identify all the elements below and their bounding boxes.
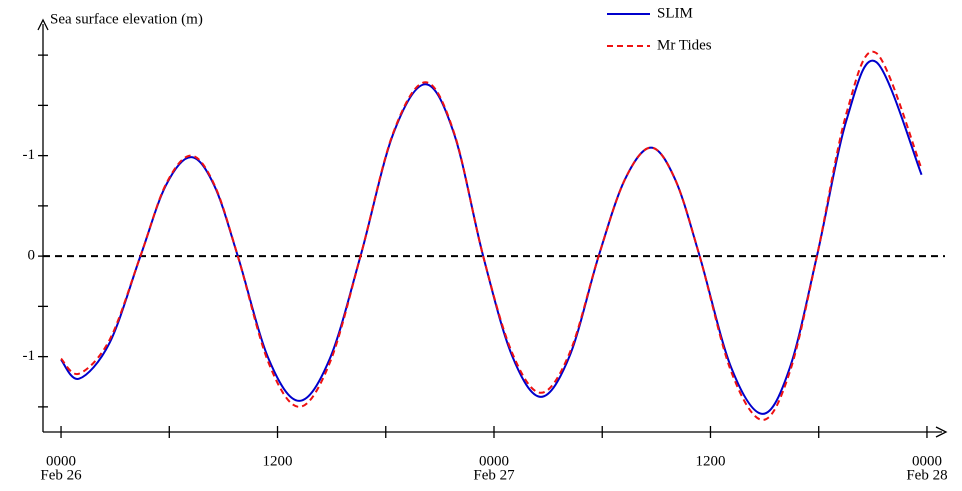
x-tick-date: Feb 28 xyxy=(906,467,947,483)
series-line xyxy=(60,50,923,421)
y-tick-label: 0 xyxy=(28,248,36,264)
y-tick-label: -1 xyxy=(23,348,36,364)
x-tick-date: Feb 27 xyxy=(473,467,515,483)
y-tick-label: -1 xyxy=(23,147,36,163)
series-line xyxy=(60,59,923,415)
x-tick-label: 0000 xyxy=(912,453,942,469)
x-tick-label: 0000 xyxy=(479,453,509,469)
y-axis-arrow xyxy=(37,18,49,31)
x-tick-date: Feb 26 xyxy=(40,467,82,483)
x-tick-label: 0000 xyxy=(46,453,76,469)
x-tick-label: 1200 xyxy=(263,453,293,469)
x-axis-arrow xyxy=(935,426,948,438)
legend-label: Mr Tides xyxy=(657,37,712,53)
x-tick-label: 1200 xyxy=(695,453,725,469)
legend-label: SLIM xyxy=(657,5,693,21)
y-axis-label: Sea surface elevation (m) xyxy=(50,11,203,27)
